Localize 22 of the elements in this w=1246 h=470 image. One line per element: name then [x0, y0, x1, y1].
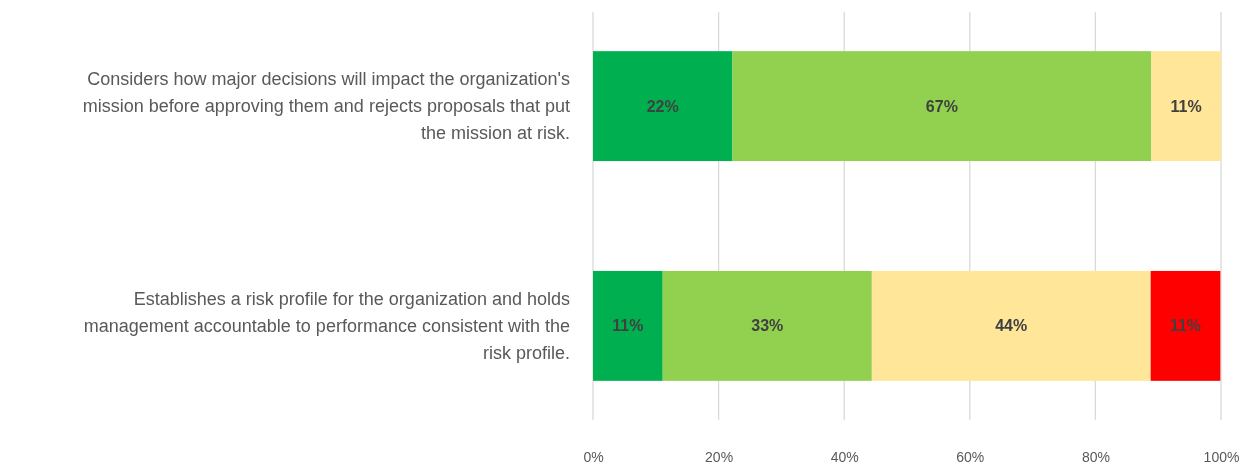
data-label: 11% — [1169, 317, 1202, 335]
y-tick-label: Considers how major decisions will impact the organization's mission before approving them and rejects proposals that put the mission at risk. — [82, 69, 570, 144]
bar — [1150, 270, 1221, 381]
data-label: 11% — [612, 317, 644, 335]
x-tick-label: 80% — [1081, 448, 1110, 465]
bar — [593, 51, 733, 162]
data-label: 67% — [925, 97, 958, 115]
bar — [1151, 51, 1221, 162]
bar — [732, 51, 1152, 162]
x-tick-label: 60% — [956, 448, 985, 465]
data-label: 33% — [751, 317, 784, 335]
x-tick-label: 0% — [583, 448, 604, 465]
data-label: 11% — [1170, 97, 1202, 115]
x-tick-label: 100% — [1203, 448, 1240, 465]
y-tick-label: Establishes a risk profile for the organization and holds management accountable to performance consistent with the risk profile. — [83, 288, 570, 363]
data-label: 22% — [646, 97, 679, 115]
bar — [871, 270, 1151, 381]
bar — [662, 270, 872, 381]
bar — [593, 270, 663, 381]
x-tick-label: 40% — [830, 448, 859, 465]
x-tick-label: 20% — [705, 448, 734, 465]
data-label: 44% — [995, 317, 1028, 335]
